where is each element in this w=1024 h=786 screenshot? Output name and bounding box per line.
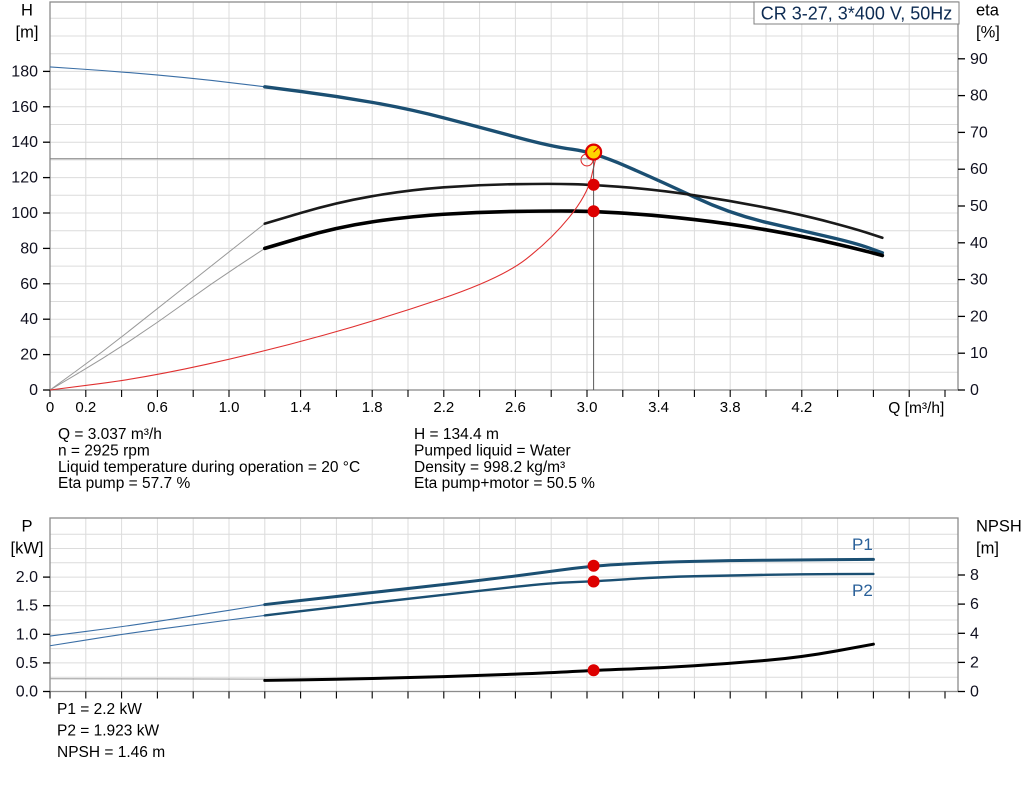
svg-text:[m]: [m] xyxy=(16,24,39,42)
svg-text:60: 60 xyxy=(970,161,988,178)
svg-text:6: 6 xyxy=(970,596,979,613)
svg-text:40: 40 xyxy=(970,235,988,252)
svg-text:90: 90 xyxy=(970,51,988,68)
svg-text:30: 30 xyxy=(970,272,988,289)
svg-text:0: 0 xyxy=(46,399,54,416)
svg-text:4.2: 4.2 xyxy=(791,399,812,416)
svg-text:0.6: 0.6 xyxy=(147,399,168,416)
svg-text:70: 70 xyxy=(970,124,988,141)
svg-text:NPSH = 1.46 m: NPSH = 1.46 m xyxy=(57,744,165,761)
svg-text:0.2: 0.2 xyxy=(75,399,96,416)
svg-text:100: 100 xyxy=(11,205,38,222)
svg-text:20: 20 xyxy=(20,347,38,364)
svg-text:50: 50 xyxy=(970,198,988,215)
svg-text:Density = 998.2 kg/m³: Density = 998.2 kg/m³ xyxy=(414,459,565,476)
svg-text:CR 3-27, 3*400 V, 50Hz: CR 3-27, 3*400 V, 50Hz xyxy=(761,4,952,24)
svg-text:[m]: [m] xyxy=(976,540,999,558)
svg-text:4: 4 xyxy=(970,625,979,642)
svg-text:P1: P1 xyxy=(852,535,873,554)
svg-text:3.4: 3.4 xyxy=(648,399,669,416)
svg-text:2: 2 xyxy=(970,654,979,671)
svg-text:H = 134.4 m: H = 134.4 m xyxy=(414,426,499,443)
svg-text:eta: eta xyxy=(976,2,1000,20)
svg-text:1.5: 1.5 xyxy=(16,598,38,615)
svg-text:[kW]: [kW] xyxy=(11,540,44,558)
svg-text:0: 0 xyxy=(29,382,38,399)
svg-text:Pumped liquid = Water: Pumped liquid = Water xyxy=(414,442,571,459)
svg-text:160: 160 xyxy=(11,99,38,116)
svg-text:3.8: 3.8 xyxy=(720,399,741,416)
svg-text:180: 180 xyxy=(11,63,38,80)
svg-text:0.0: 0.0 xyxy=(16,684,38,701)
svg-text:Liquid temperature during oper: Liquid temperature during operation = 20… xyxy=(58,459,360,476)
svg-text:2.6: 2.6 xyxy=(505,399,526,416)
svg-text:P2 = 1.923 kW: P2 = 1.923 kW xyxy=(57,723,159,740)
svg-text:1.8: 1.8 xyxy=(362,399,383,416)
svg-text:8: 8 xyxy=(970,567,979,584)
svg-text:P2: P2 xyxy=(852,581,873,600)
svg-text:1.0: 1.0 xyxy=(16,626,38,643)
svg-text:1.4: 1.4 xyxy=(290,399,311,416)
svg-text:Q = 3.037 m³/h: Q = 3.037 m³/h xyxy=(58,426,162,443)
svg-text:40: 40 xyxy=(20,311,38,328)
svg-text:20: 20 xyxy=(970,308,988,325)
svg-text:Eta pump = 57.7 %: Eta pump = 57.7 % xyxy=(58,475,190,492)
svg-text:80: 80 xyxy=(20,240,38,257)
svg-text:120: 120 xyxy=(11,170,38,187)
svg-text:P: P xyxy=(21,518,32,536)
svg-text:P1 = 2.2 kW: P1 = 2.2 kW xyxy=(57,701,142,718)
svg-text:0: 0 xyxy=(970,382,979,399)
svg-text:2.2: 2.2 xyxy=(433,399,454,416)
svg-text:Q [m³/h]: Q [m³/h] xyxy=(888,400,944,417)
svg-text:1.0: 1.0 xyxy=(219,399,240,416)
svg-text:Eta pump+motor = 50.5 %: Eta pump+motor = 50.5 % xyxy=(414,475,595,492)
svg-text:10: 10 xyxy=(970,345,988,362)
svg-text:NPSH: NPSH xyxy=(976,518,1022,536)
svg-text:140: 140 xyxy=(11,134,38,151)
svg-text:0.5: 0.5 xyxy=(16,655,38,672)
svg-text:60: 60 xyxy=(20,276,38,293)
svg-text:80: 80 xyxy=(970,88,988,105)
svg-text:0: 0 xyxy=(970,684,979,701)
svg-text:H: H xyxy=(21,2,33,20)
svg-text:n = 2925 rpm: n = 2925 rpm xyxy=(58,442,150,459)
svg-text:2.0: 2.0 xyxy=(16,569,38,586)
svg-text:3.0: 3.0 xyxy=(577,399,598,416)
svg-text:[%]: [%] xyxy=(976,24,1000,42)
